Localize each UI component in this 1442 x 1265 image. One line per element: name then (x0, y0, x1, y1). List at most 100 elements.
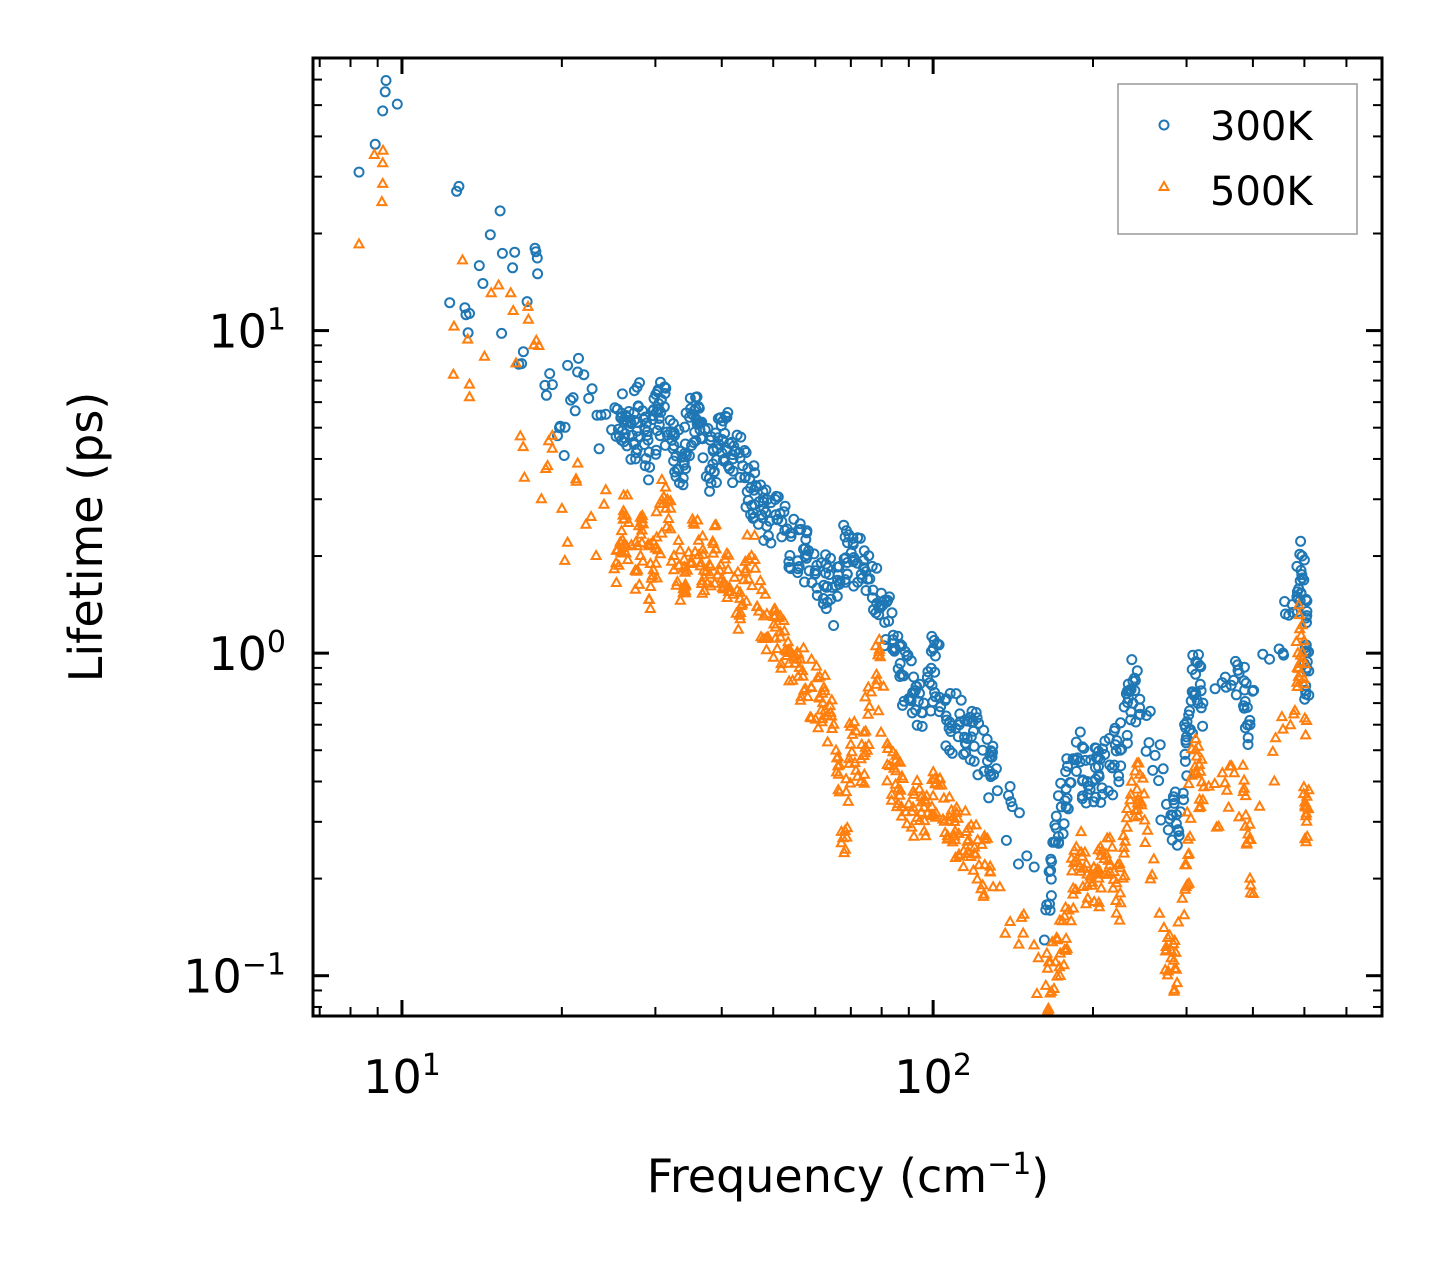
data-point (909, 685, 921, 696)
data-point (1113, 776, 1125, 788)
data-point (1134, 702, 1146, 714)
data-point (901, 650, 913, 662)
data-point (650, 571, 664, 583)
data-point (1297, 780, 1311, 792)
data-point (542, 434, 555, 446)
data-point (673, 424, 685, 436)
data-point (987, 746, 998, 758)
data-point (844, 737, 858, 749)
data-point (930, 691, 941, 703)
data-point (1099, 749, 1111, 760)
data-point (858, 545, 870, 557)
data-point (950, 688, 962, 700)
major-ticks (313, 58, 1382, 1016)
data-point (1124, 787, 1138, 799)
data-point (967, 863, 980, 875)
data-point (679, 584, 692, 596)
data-point (1062, 760, 1073, 772)
data-point (727, 465, 739, 477)
data-point (683, 555, 697, 567)
data-point (463, 377, 476, 389)
data-point (1288, 703, 1302, 715)
data-point (1279, 596, 1291, 607)
data-point (1302, 783, 1315, 795)
data-point (1180, 805, 1194, 817)
data-point (570, 474, 583, 486)
data-point (684, 392, 696, 404)
data-point (900, 817, 914, 829)
data-point (1222, 800, 1235, 812)
data-point (881, 757, 894, 769)
data-point (964, 818, 978, 830)
data-point (750, 480, 762, 492)
data-point (951, 811, 965, 823)
data-point (375, 195, 389, 207)
data-point (1240, 677, 1252, 689)
data-point (1066, 881, 1080, 893)
data-point (1111, 735, 1123, 747)
data-point (496, 247, 508, 259)
data-point (1296, 645, 1309, 657)
data-point (1103, 831, 1117, 843)
data-point (612, 558, 626, 570)
data-point (453, 180, 465, 192)
data-point (643, 474, 654, 486)
data-point (639, 424, 651, 436)
data-point (522, 312, 535, 324)
data-point (825, 693, 839, 705)
data-point (1123, 793, 1137, 805)
data-point (694, 556, 708, 568)
data-point (1125, 714, 1137, 726)
data-point (377, 105, 389, 117)
data-point (655, 472, 669, 484)
data-point (1092, 863, 1106, 875)
data-point (1051, 933, 1064, 945)
data-point (782, 656, 796, 668)
data-point (857, 776, 871, 788)
data-point (883, 759, 896, 771)
data-point (848, 580, 860, 592)
data-point (546, 379, 558, 391)
data-point (667, 548, 681, 560)
data-point (572, 366, 584, 378)
data-point (1120, 820, 1134, 832)
data-point (569, 405, 581, 417)
data-point (1294, 595, 1306, 607)
data-point (1107, 789, 1119, 801)
data-point (811, 721, 825, 733)
data-point (848, 756, 862, 768)
data-point (1293, 608, 1306, 620)
data-point (1153, 906, 1166, 918)
data-point (1074, 825, 1088, 837)
data-point (1040, 946, 1054, 958)
data-point (1277, 647, 1289, 659)
data-point (677, 479, 689, 491)
data-point (680, 463, 692, 475)
data-point (653, 419, 665, 431)
data-point (369, 138, 381, 150)
data-point (1275, 710, 1289, 722)
data-point (881, 736, 894, 748)
data-point (1179, 748, 1191, 760)
data-point (1147, 852, 1161, 864)
data-point (870, 667, 883, 679)
data-point (1299, 693, 1311, 705)
data-point (659, 480, 672, 492)
data-point (706, 534, 719, 546)
data-point (849, 763, 863, 775)
data-point (774, 657, 788, 669)
data-point (622, 515, 635, 527)
data-point (678, 560, 691, 572)
data-point (531, 252, 543, 264)
data-point (976, 878, 989, 890)
data-point (1243, 817, 1257, 829)
data-point (478, 349, 491, 361)
data-point (1113, 856, 1126, 868)
data-point (696, 542, 710, 554)
data-point (833, 758, 846, 770)
data-point (820, 603, 832, 615)
data-point (1297, 634, 1311, 646)
data-point (1183, 709, 1195, 721)
data-point (635, 536, 649, 548)
data-point (943, 790, 956, 802)
